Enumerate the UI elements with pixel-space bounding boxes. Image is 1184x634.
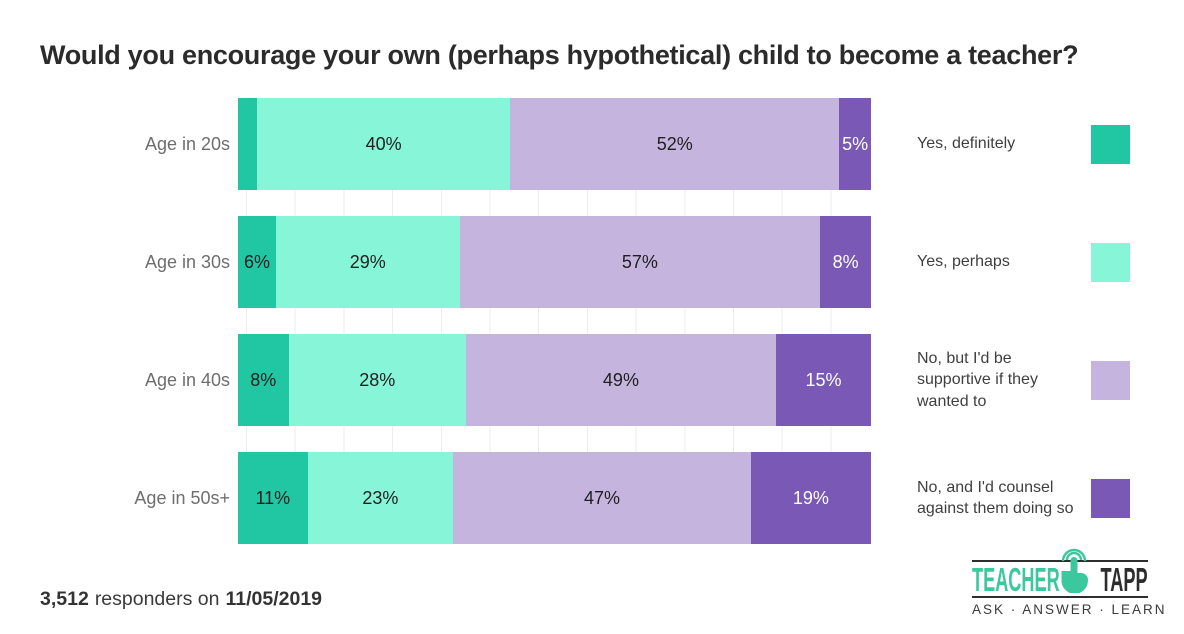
logo-tagline: ASK · ANSWER · LEARN — [972, 602, 1167, 617]
value-label: 52% — [656, 133, 693, 154]
value-label: 29% — [349, 251, 386, 272]
value-label: 28% — [359, 369, 396, 390]
value-label: 47% — [583, 487, 620, 508]
stacked-bar: 8% 28% 49% 15% — [238, 334, 871, 426]
category-label: Age in 40s — [144, 369, 230, 390]
legend-label: Yes, perhaps — [917, 253, 1010, 271]
legend-label: No, but I'd be supportive if they wanted… — [917, 350, 1038, 410]
responders-count: 3,512 — [40, 588, 89, 610]
value-label: 5% — [842, 133, 869, 154]
value-label: 23% — [362, 487, 399, 508]
teacher-tapp-logo: TEACHER TAPP ASK · ANSWER · LEARN — [972, 548, 1167, 617]
value-label: 8% — [832, 251, 859, 272]
chart-title: Would you encourage your own (perhaps hy… — [40, 40, 1079, 70]
responders-text: responders on — [94, 588, 220, 610]
value-label: 19% — [792, 487, 829, 508]
legend-swatch — [1091, 124, 1130, 164]
chart-row: Age in 20s 40% 52% 5% Yes, definitely — [0, 98, 1184, 190]
legend-swatch — [1091, 242, 1130, 282]
bar-segment: 6% — [238, 216, 276, 308]
category-label: Age in 30s — [144, 251, 230, 272]
legend-swatch — [1091, 360, 1130, 400]
footer-caption: 3,512 responders on 11/05/2019 — [40, 588, 322, 611]
bar-segment — [238, 98, 257, 190]
chart-row: Age in 50s+ 11% 23% 47% 19% No, and I'd couns… — [0, 452, 1184, 544]
bar-segment: 29% — [275, 216, 460, 308]
logo-wordmark: TEACHER TAPP — [972, 548, 1148, 598]
bar-segment: 23% — [307, 452, 454, 544]
value-label: 57% — [621, 251, 658, 272]
value-label: 49% — [602, 369, 639, 390]
bar-segment: 8% — [820, 216, 871, 308]
bar-segment: 15% — [776, 334, 871, 426]
legend-label: Yes, definitely — [917, 135, 1016, 153]
legend-swatch — [1091, 478, 1130, 518]
value-label: 8% — [250, 369, 277, 390]
logo-word-tapp: TAPP — [1100, 561, 1148, 598]
bar-segment: 8% — [238, 334, 289, 426]
value-label: 15% — [805, 369, 842, 390]
logo-word-teacher: TEACHER — [972, 561, 1060, 598]
bar-segment: 47% — [453, 452, 751, 544]
bar-segment: 57% — [459, 216, 821, 308]
stacked-bar: 11% 23% 47% 19% — [238, 452, 871, 544]
bar-segment: 28% — [288, 334, 466, 426]
value-label: 11% — [255, 487, 291, 508]
tap-hand-icon — [1056, 548, 1092, 599]
stacked-bar: 40% 52% 5% — [238, 98, 871, 190]
survey-date: 11/05/2019 — [225, 588, 323, 610]
bar-segment: 5% — [839, 98, 871, 190]
chart-row: Age in 30s 6% 29% 57% 8% Yes, perhaps — [0, 216, 1184, 308]
stacked-bar: 6% 29% 57% 8% — [238, 216, 871, 308]
chart-rows: Age in 20s 40% 52% 5% Yes, definitely Age in … — [0, 98, 1184, 544]
category-label: Age in 20s — [144, 133, 230, 154]
bar-segment: 11% — [238, 452, 308, 544]
value-label: 40% — [365, 133, 402, 154]
bar-segment: 19% — [750, 452, 871, 544]
chart-row: Age in 40s 8% 28% 49% 15% No, but I'd be supp… — [0, 334, 1184, 426]
category-label: Age in 50s+ — [134, 487, 230, 508]
bar-segment: 52% — [510, 98, 840, 190]
bar-segment: 49% — [465, 334, 777, 426]
bar-segment: 40% — [256, 98, 511, 190]
legend-label: No, and I'd counsel against them doing s… — [917, 478, 1074, 517]
value-label: 6% — [243, 251, 270, 272]
chart-area: Age in 20s 40% 52% 5% Yes, definitely Age in … — [0, 98, 1184, 544]
